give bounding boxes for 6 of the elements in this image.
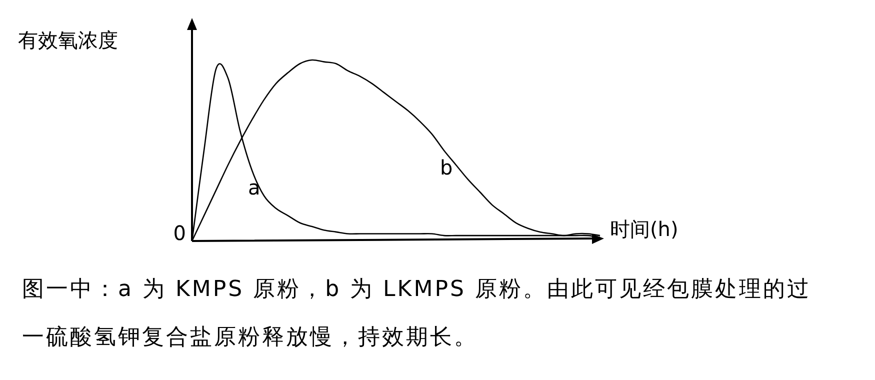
text: 图一中：a 为 KMPS 原粉，b 为 LKMPS 原粉。由此可见经包膜处理的过一硫酸氢钾复合盐原粉释放慢，持效期长。 xyxy=(22,276,812,352)
x-axis-title: 时间(h) xyxy=(610,217,678,241)
annotation: 0 xyxy=(173,221,186,245)
series-label: a xyxy=(248,175,260,200)
y-axis-title: 有效氧浓度 xyxy=(18,28,118,52)
series-label: b xyxy=(440,156,453,180)
